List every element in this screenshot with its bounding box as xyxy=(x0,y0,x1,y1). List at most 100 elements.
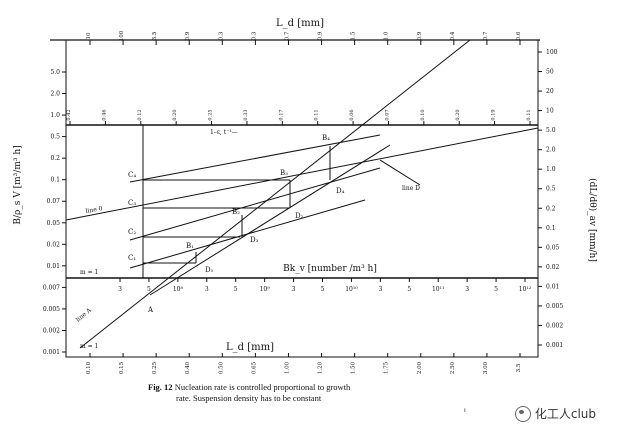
middle-tick-label: 10¹¹ xyxy=(432,286,444,293)
left-tick-label: 0.2 xyxy=(50,155,60,162)
left-tick-label: 0.007 xyxy=(43,284,60,291)
right-tick-label: 100 xyxy=(546,49,558,56)
left-tick-label: 0.05 xyxy=(47,220,61,227)
point-label: C₂ xyxy=(128,228,136,236)
line-label: line A xyxy=(75,306,93,323)
inner-tick-label: 0.20 xyxy=(455,109,461,120)
line-label: line 0 xyxy=(85,205,103,215)
top-tick-label: 0.9 xyxy=(417,31,423,40)
top-tick-label: 0.3 xyxy=(218,31,224,40)
top-tick-label: 0.9 xyxy=(185,31,191,40)
middle-tick-label: 3 xyxy=(465,286,469,293)
inner-tick-label: 0.42 xyxy=(66,109,72,120)
line-d-2 xyxy=(129,167,381,241)
point-labels: B₄ B₃ B₂ B₁ C₄ C₃ C₂ C₁ D₁ D₂ D₃ D₄ A xyxy=(128,134,345,314)
middle-tick-label: 10¹⁰ xyxy=(345,286,358,293)
right-axis-ticks: 100 50 20 10 5.0 2.0 1.0 0.5 0.2 0.1 0.05 0.02 0.01 0… xyxy=(538,49,563,349)
top-axis-title: L_d [mm] xyxy=(276,18,324,29)
bottom-tick-label: 0.25 xyxy=(152,361,158,374)
middle-tick-label: 10¹² xyxy=(519,286,532,293)
bottom-tick-label: 2.50 xyxy=(450,361,456,374)
bottom-tick-label: 0.65 xyxy=(251,361,257,374)
middle-tick-label: 5 xyxy=(407,286,411,293)
top-tick-label: 0.3 xyxy=(251,31,257,40)
left-tick-label: 0.001 xyxy=(43,349,60,356)
left-tick-label: 0.1 xyxy=(50,177,60,184)
bottom-tick-label: 1.75 xyxy=(384,361,390,374)
bottom-tick-label: 1.00 xyxy=(284,361,290,374)
right-tick-label: 0.5 xyxy=(546,186,556,193)
middle-tick-label: 5 xyxy=(234,286,238,293)
top-tick-label: 1.0 xyxy=(384,31,390,40)
point-label: D₄ xyxy=(336,187,345,195)
bottom-tick-label: 2.00 xyxy=(417,361,423,374)
bottom-tick-label: 0.40 xyxy=(185,361,191,374)
right-tick-label: 20 xyxy=(546,88,554,95)
inner-tick-label: 0.17 xyxy=(278,109,284,120)
line-d-1 xyxy=(129,199,366,269)
stray-mark: ᵢ xyxy=(464,404,466,415)
figure-caption: Fig. 12 Nucleation rate is controlled pr… xyxy=(148,382,448,404)
left-tick-label: 0.01 xyxy=(47,263,60,270)
caption-number: Fig. 12 xyxy=(148,382,173,392)
right-tick-label: 0.1 xyxy=(546,225,556,232)
inner-tick-label: 0.33 xyxy=(243,109,249,120)
caption-line-1: Nucleation rate is controlled proportion… xyxy=(174,382,351,392)
inner-tick-label: 0.11 xyxy=(314,109,320,120)
point-label: B₄ xyxy=(322,134,330,142)
watermark-text: 化工人club xyxy=(534,407,596,421)
point-label: D₃ xyxy=(250,236,259,244)
point-label: B₁ xyxy=(186,242,194,250)
left-tick-label: 0.002 xyxy=(43,327,60,334)
right-tick-label: 0.05 xyxy=(546,244,560,251)
line-b-parallel xyxy=(149,144,391,296)
bottom-tick-label: 3.00 xyxy=(483,361,489,374)
left-tick-label: 0.5 xyxy=(50,134,60,141)
plot-frame xyxy=(65,39,539,358)
middle-tick-label: 10⁸ xyxy=(173,286,184,293)
line-d-3 xyxy=(129,134,381,183)
left-tick-label: 0.02 xyxy=(47,241,61,248)
point-label: D₂ xyxy=(295,212,304,220)
bottom-axis-title: L_d [mm] xyxy=(226,342,274,353)
point-label: C₃ xyxy=(128,199,136,207)
line-label: m = 1 xyxy=(80,269,98,276)
inner-tick-label: 0.25 xyxy=(208,109,214,120)
inner-tick-label: 0.19 xyxy=(491,109,497,120)
top-tick-label: 0.6 xyxy=(516,31,522,40)
top-tick-label: 0.9 xyxy=(318,31,324,40)
left-axis-title: B/ρ_s V [m³/m³ h] xyxy=(13,145,23,224)
right-axis-title: (dL/dθ)_av [mm/h] xyxy=(587,178,598,262)
bottom-tick-label: 3.5 xyxy=(516,363,522,372)
inner-tick-label: 0.07 xyxy=(384,109,390,120)
left-tick-label: 2.0 xyxy=(50,91,60,98)
right-tick-label: 10 xyxy=(546,108,554,115)
inner-tick-label: 0.11 xyxy=(526,109,532,120)
top-tick-label: 3.5 xyxy=(152,31,158,40)
bottom-tick-label: 0.10 xyxy=(86,361,92,374)
bottom-tick-label: 1.50 xyxy=(351,361,357,374)
middle-axis-ticks: 3 5 10⁸ 3 5 10⁹ 3 5 10¹⁰ 3 5 10¹¹ 3 5 10¹² xyxy=(118,278,532,293)
right-tick-label: 50 xyxy=(546,69,554,76)
right-tick-label: 0.01 xyxy=(546,283,559,290)
line-labels: line D line 0 line A m = 1 m = 1 1–ε, t⁻¹— xyxy=(75,129,420,350)
middle-tick-label: 5 xyxy=(147,286,151,293)
inner-tick-label: 0.10 xyxy=(420,109,426,120)
middle-tick-label: 5 xyxy=(494,286,498,293)
top-axis-ticks: 10 100 3.5 0.9 0.3 0.3 0.7 0.9 1.5 1.0 0.9 0.4 0.7 0.… xyxy=(86,30,522,45)
middle-tick-label: 3 xyxy=(118,286,122,293)
middle-tick-label: 3 xyxy=(205,286,209,293)
inner-tick-label: 0.06 xyxy=(349,109,355,120)
construction-lines xyxy=(65,39,539,349)
left-tick-label: 0.005 xyxy=(43,306,60,313)
bottom-tick-label: 1.20 xyxy=(318,361,324,374)
middle-tick-label: 10⁹ xyxy=(260,286,271,293)
left-tick-label: 1.0 xyxy=(50,112,60,119)
caption-line-2: rate. Suspension density has to be const… xyxy=(176,393,322,403)
right-tick-label: 0.001 xyxy=(546,342,563,349)
left-axis-ticks: 5.0 2.0 1.0 0.5 0.2 0.1 0.07 0.05 0.02 0.01 0.007 0… xyxy=(43,69,66,356)
line-label: m = 1 xyxy=(80,343,98,350)
right-tick-label: 1.0 xyxy=(546,166,556,173)
left-tick-label: 5.0 xyxy=(50,69,60,76)
